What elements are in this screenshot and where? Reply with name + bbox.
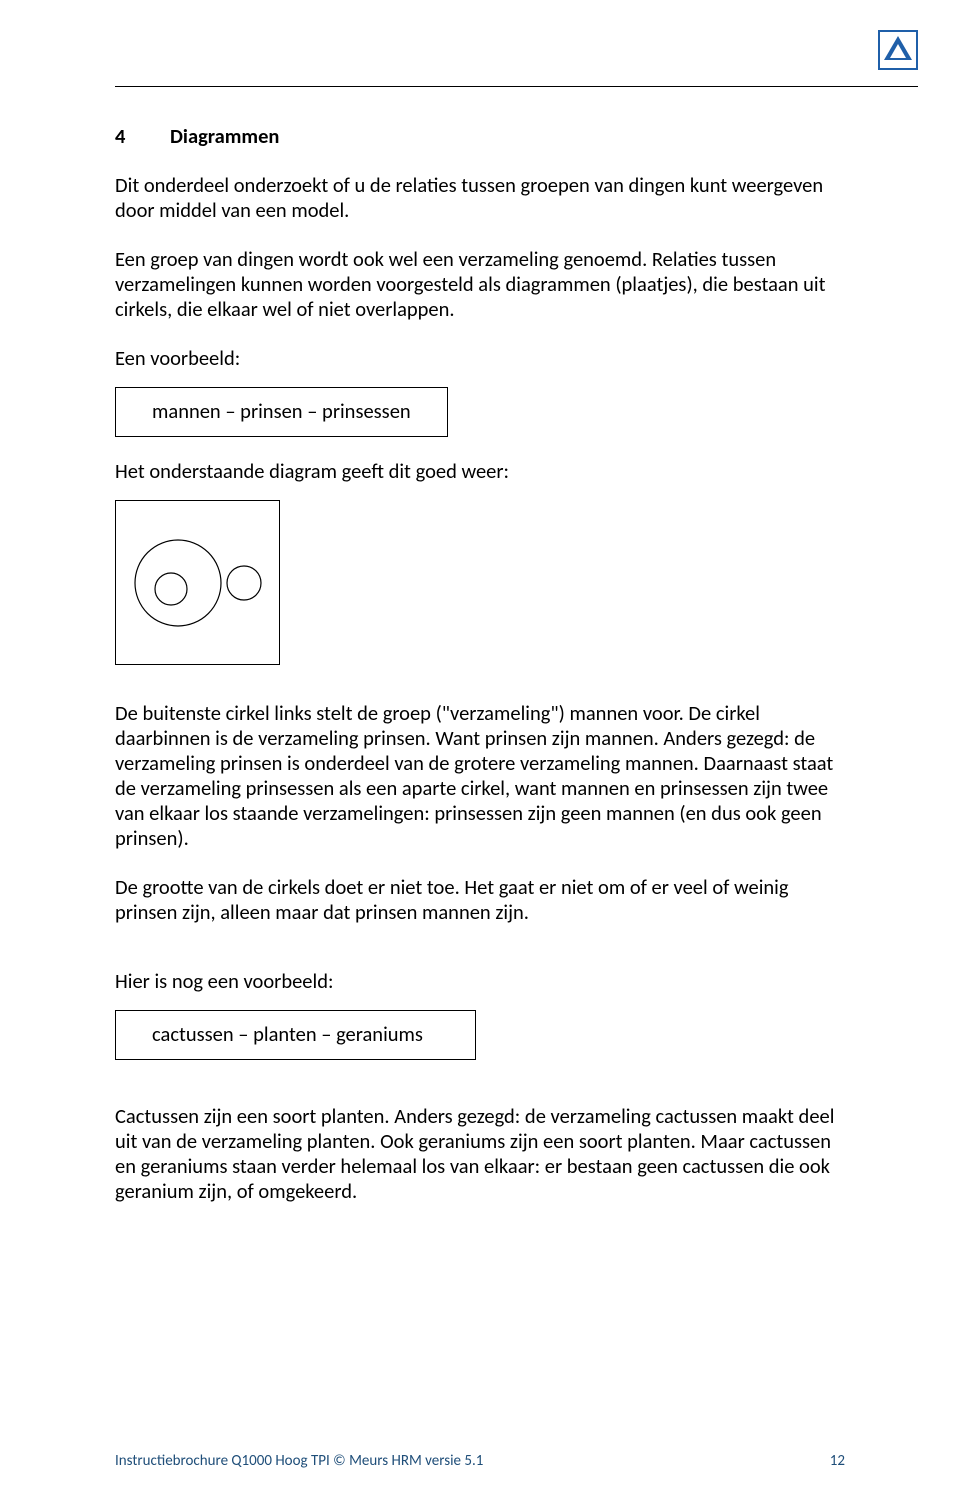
- footer-page-number: 12: [830, 1452, 845, 1470]
- heading-title: Diagrammen: [170, 125, 279, 149]
- example-box-1: mannen – prinsen – prinsessen: [115, 387, 448, 437]
- heading-number: 4: [115, 125, 170, 149]
- header-rule: [115, 86, 918, 87]
- paragraph-example-lead: Een voorbeeld:: [115, 346, 845, 371]
- venn-svg: [116, 501, 281, 666]
- paragraph-definition: Een groep van dingen wordt ook wel een v…: [115, 247, 845, 322]
- paragraph-example2-lead: Hier is nog een voorbeeld:: [115, 969, 845, 994]
- paragraph-explain-3: Cactussen zijn een soort planten. Anders…: [115, 1104, 845, 1204]
- paragraph-diagram-lead: Het onderstaande diagram geeft dit goed …: [115, 459, 845, 484]
- brand-logo-icon: [878, 30, 918, 70]
- footer-left: Instructiebrochure Q1000 Hoog TPI © Meur…: [115, 1452, 483, 1470]
- paragraph-explain-2: De grootte van de cirkels doet er niet t…: [115, 875, 845, 925]
- example-box-2: cactussen – planten – geraniums: [115, 1010, 476, 1060]
- paragraph-intro: Dit onderdeel onderzoekt of u de relatie…: [115, 173, 845, 223]
- paragraph-explain-1: De buitenste cirkel links stelt de groep…: [115, 701, 845, 851]
- page-footer: Instructiebrochure Q1000 Hoog TPI © Meur…: [115, 1452, 845, 1470]
- page: 4 Diagrammen Dit onderdeel onderzoekt of…: [0, 0, 960, 1496]
- venn-diagram: [115, 500, 280, 665]
- section-heading: 4 Diagrammen: [115, 125, 845, 149]
